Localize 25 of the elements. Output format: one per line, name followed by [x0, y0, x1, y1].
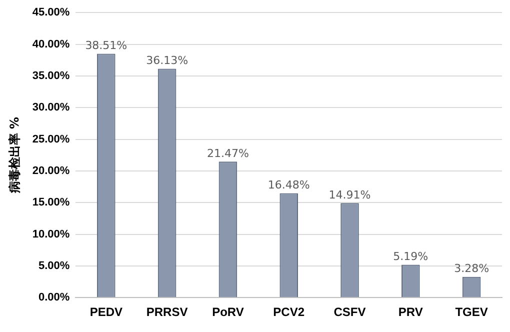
x-tick-label: PRRSV: [146, 305, 188, 320]
x-tick-label: PRV: [398, 305, 423, 320]
y-tick-label: 25.00%: [32, 133, 70, 146]
y-tick-label: 10.00%: [32, 228, 70, 240]
x-tick-label: PEDV: [90, 305, 122, 320]
data-label: 3.28%: [454, 262, 490, 276]
x-tick-label: TGEV: [455, 305, 488, 320]
data-label: 36.13%: [146, 54, 188, 68]
y-tick-label: 5.00%: [38, 260, 70, 272]
y-tick-label: 20.00%: [32, 164, 70, 177]
data-label: 16.48%: [268, 178, 310, 192]
y-tick-label: 15.00%: [32, 196, 70, 209]
data-label: 5.19%: [393, 250, 428, 264]
y-tick-label: 0.00%: [38, 292, 70, 304]
x-tick-label: PoRV: [212, 305, 244, 320]
y-tick-label: 40.00%: [32, 38, 70, 50]
x-tick-label: CSFV: [334, 305, 366, 320]
y-tick-label: 35.00%: [32, 70, 70, 82]
y-tick-label: 45.00%: [32, 6, 70, 19]
y-tick-label: 30.00%: [32, 102, 70, 114]
y-axis-title: 病毒检出率 %: [7, 117, 22, 194]
x-tick-label: PCV2: [273, 305, 305, 320]
data-label: 14.91%: [328, 188, 371, 202]
data-label: 38.51%: [85, 39, 128, 52]
data-label: 21.47%: [206, 146, 249, 160]
